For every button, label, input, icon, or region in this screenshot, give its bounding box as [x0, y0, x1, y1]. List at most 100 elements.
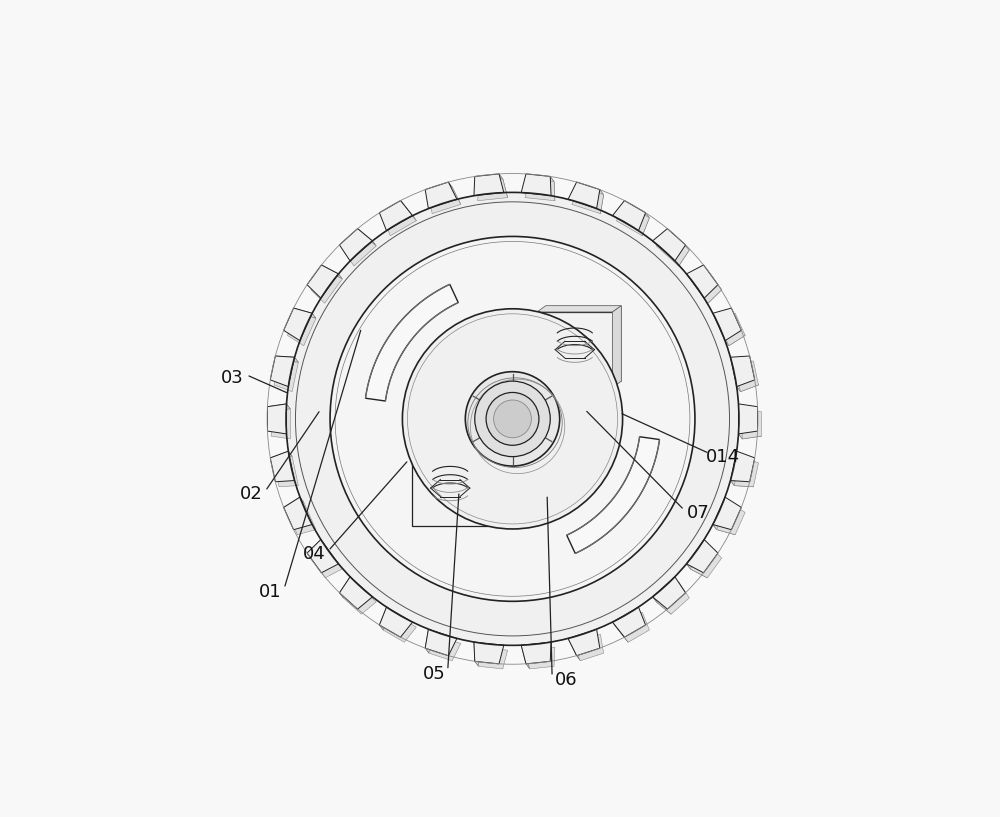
Text: 01: 01 — [259, 583, 282, 600]
Polygon shape — [421, 444, 497, 520]
Text: 07: 07 — [687, 504, 709, 522]
Polygon shape — [429, 187, 461, 213]
Polygon shape — [274, 361, 298, 391]
Polygon shape — [686, 265, 718, 298]
Polygon shape — [311, 270, 342, 303]
Polygon shape — [521, 645, 530, 669]
Polygon shape — [321, 265, 342, 279]
Polygon shape — [717, 502, 745, 534]
Polygon shape — [616, 206, 649, 236]
Polygon shape — [343, 234, 376, 266]
Polygon shape — [713, 308, 741, 341]
Polygon shape — [653, 577, 686, 609]
Polygon shape — [734, 361, 758, 391]
Polygon shape — [339, 577, 354, 598]
Polygon shape — [287, 313, 316, 346]
Polygon shape — [613, 306, 621, 387]
Polygon shape — [478, 179, 508, 201]
Polygon shape — [311, 545, 342, 578]
Polygon shape — [537, 306, 621, 312]
Polygon shape — [412, 444, 497, 450]
Polygon shape — [713, 525, 735, 534]
Polygon shape — [725, 330, 745, 346]
Polygon shape — [521, 174, 551, 196]
Polygon shape — [730, 480, 753, 487]
Polygon shape — [339, 577, 372, 609]
Text: 02: 02 — [240, 485, 263, 503]
Polygon shape — [267, 404, 290, 412]
Circle shape — [402, 309, 623, 529]
Polygon shape — [365, 284, 458, 401]
Polygon shape — [474, 642, 504, 664]
Polygon shape — [425, 629, 432, 653]
Text: 03: 03 — [221, 369, 244, 387]
Polygon shape — [656, 582, 689, 614]
Polygon shape — [383, 206, 416, 236]
Polygon shape — [521, 642, 551, 664]
Polygon shape — [412, 450, 488, 526]
Polygon shape — [616, 612, 649, 642]
Polygon shape — [270, 356, 295, 386]
Polygon shape — [307, 539, 339, 573]
Text: 04: 04 — [303, 545, 326, 563]
Polygon shape — [690, 545, 722, 578]
Polygon shape — [597, 190, 604, 213]
Text: 05: 05 — [422, 665, 445, 683]
Polygon shape — [343, 582, 376, 614]
Text: 014: 014 — [706, 448, 740, 466]
Polygon shape — [284, 308, 312, 341]
Polygon shape — [448, 182, 461, 204]
Text: 06: 06 — [555, 671, 577, 689]
Polygon shape — [713, 497, 741, 529]
Polygon shape — [525, 647, 555, 669]
Polygon shape — [612, 607, 646, 637]
Polygon shape — [568, 629, 600, 656]
Polygon shape — [572, 634, 604, 661]
Polygon shape — [730, 451, 755, 482]
Polygon shape — [675, 245, 689, 266]
Polygon shape — [284, 497, 312, 529]
Polygon shape — [653, 597, 671, 614]
Polygon shape — [379, 607, 390, 630]
Polygon shape — [730, 356, 755, 386]
Polygon shape — [401, 200, 416, 221]
Circle shape — [494, 400, 531, 438]
Polygon shape — [383, 612, 416, 642]
Circle shape — [465, 372, 560, 466]
Circle shape — [286, 193, 739, 645]
Polygon shape — [474, 642, 479, 667]
Polygon shape — [546, 306, 621, 382]
Polygon shape — [478, 647, 508, 669]
Polygon shape — [550, 176, 555, 201]
Polygon shape — [567, 437, 660, 553]
Polygon shape — [686, 539, 718, 573]
Polygon shape — [742, 408, 761, 439]
Polygon shape — [379, 607, 413, 637]
Circle shape — [475, 381, 550, 457]
Polygon shape — [525, 179, 555, 201]
Polygon shape — [474, 174, 504, 196]
Polygon shape — [638, 212, 649, 236]
Polygon shape — [568, 182, 600, 208]
Polygon shape — [274, 456, 298, 487]
Polygon shape — [612, 200, 646, 230]
Polygon shape — [270, 451, 295, 482]
Polygon shape — [294, 308, 316, 319]
Polygon shape — [568, 638, 580, 661]
Polygon shape — [379, 200, 413, 230]
Polygon shape — [738, 404, 758, 434]
Polygon shape — [271, 408, 290, 439]
Polygon shape — [307, 265, 339, 298]
Polygon shape — [358, 229, 376, 246]
Polygon shape — [270, 451, 292, 463]
Polygon shape — [737, 380, 758, 391]
Polygon shape — [734, 456, 758, 487]
Polygon shape — [704, 284, 722, 303]
Polygon shape — [284, 497, 304, 512]
Polygon shape — [656, 234, 689, 266]
Polygon shape — [267, 404, 287, 434]
Polygon shape — [425, 182, 457, 208]
Polygon shape — [287, 502, 316, 534]
Circle shape — [486, 392, 539, 445]
Polygon shape — [686, 564, 707, 578]
